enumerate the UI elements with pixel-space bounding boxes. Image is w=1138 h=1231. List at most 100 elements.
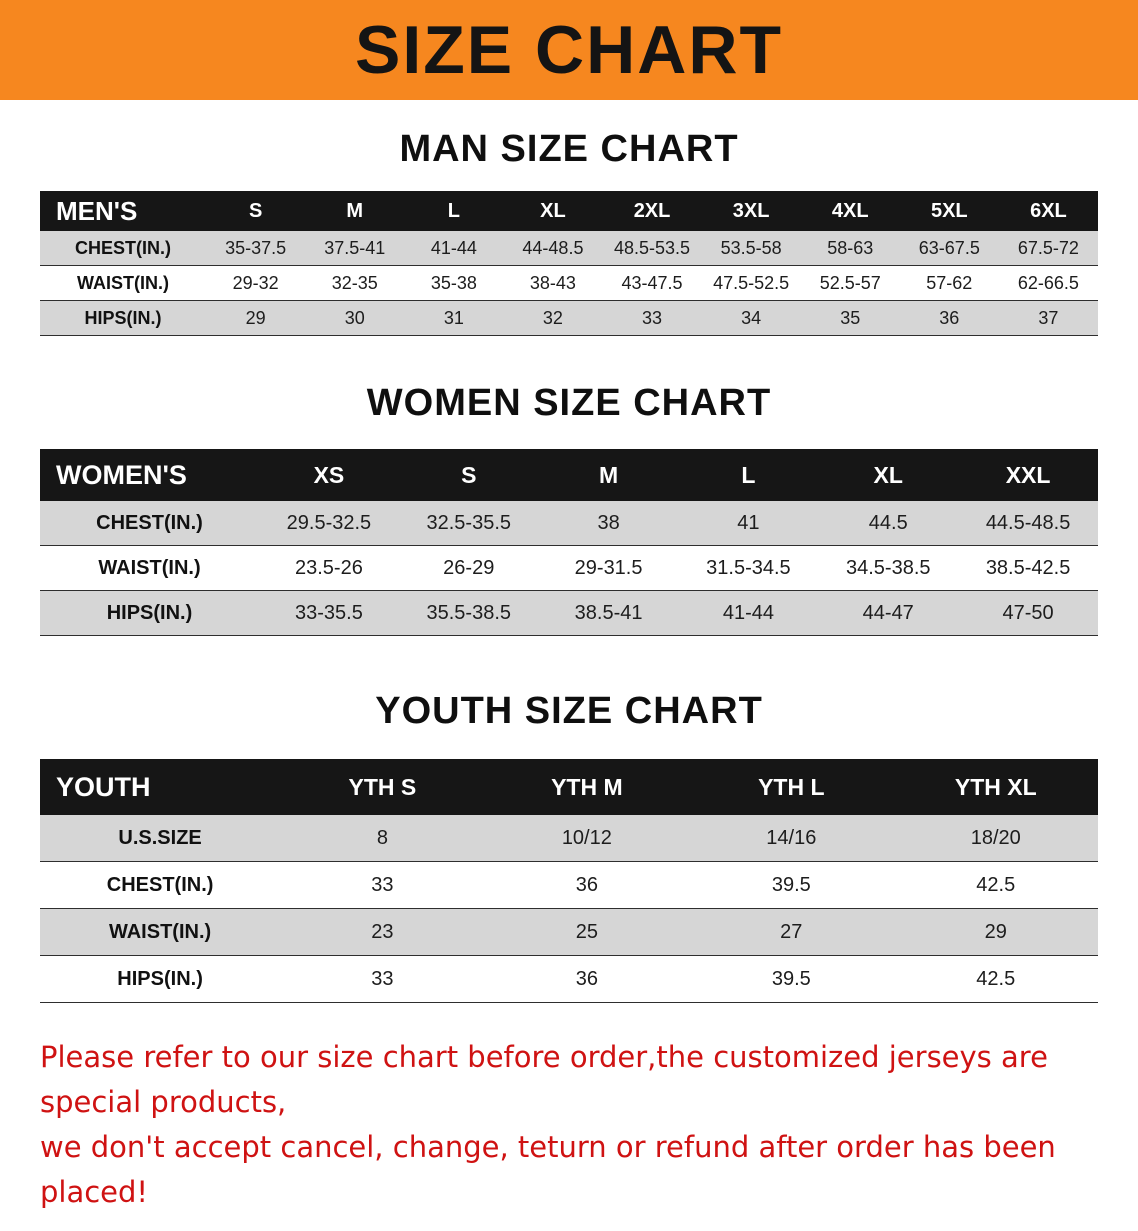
- measurement-row: WAIST(IN.) 23 25 27 29: [40, 908, 1098, 956]
- size-value: 36: [899, 300, 999, 336]
- size-value: 23.5-26: [259, 545, 399, 591]
- table-header-row: WOMEN'S XS S M L XL XXL: [40, 449, 1098, 501]
- measurement-label: WAIST(IN.): [40, 908, 281, 956]
- size-value: 18/20: [893, 815, 1098, 862]
- size-column-header: YTH XL: [893, 759, 1098, 815]
- youth-size-section: YOUTH SIZE CHART YOUTH YTH S YTH M YTH L YTH…: [0, 636, 1138, 1003]
- banner-title: SIZE CHART: [355, 12, 783, 88]
- measurement-label: CHEST(IN.): [40, 861, 281, 909]
- measurement-row: WAIST(IN.) 23.5-26 26-29 29-31.5 31.5-34.5 34…: [40, 545, 1098, 591]
- size-column-header: 5XL: [899, 191, 999, 231]
- men-size-table-container: MEN'S S M L XL 2XL 3XL 4XL 5XL 6XL CHEST(IN.) 35-37…: [40, 191, 1098, 336]
- measurement-row: HIPS(IN.) 33-35.5 35.5-38.5 38.5-41 41-44 44-…: [40, 590, 1098, 636]
- size-column-header: YTH L: [689, 759, 894, 815]
- size-column-header: 3XL: [701, 191, 801, 231]
- size-column-header: M: [538, 449, 679, 501]
- size-value: 23: [280, 908, 485, 956]
- size-column-header: M: [305, 191, 405, 231]
- size-column-header: L: [678, 449, 819, 501]
- size-column-header: YTH S: [280, 759, 485, 815]
- measurement-label: WAIST(IN.): [40, 265, 207, 301]
- size-value: 34: [701, 300, 801, 336]
- order-policy-note-line-1: Please refer to our size chart before or…: [40, 1040, 1048, 1119]
- size-value: 41-44: [678, 590, 819, 636]
- size-value: 48.5-53.5: [602, 231, 702, 266]
- size-value: 33: [602, 300, 702, 336]
- size-value: 32.5-35.5: [398, 501, 539, 546]
- size-value: 33: [280, 861, 485, 909]
- order-policy-note: Please refer to our size chart before or…: [40, 1035, 1098, 1215]
- size-column-header: YTH M: [484, 759, 690, 815]
- measurement-row: CHEST(IN.) 33 36 39.5 42.5: [40, 861, 1098, 909]
- women-size-section: WOMEN SIZE CHART WOMEN'S XS S M L XL XXL CHEST(…: [0, 336, 1138, 636]
- youth-section-heading: YOUTH SIZE CHART: [375, 690, 763, 732]
- size-value: 34.5-38.5: [818, 545, 959, 591]
- women-size-table-container: WOMEN'S XS S M L XL XXL CHEST(IN.) 29.5-32.5 32.5…: [40, 449, 1098, 636]
- size-value: 47-50: [958, 590, 1098, 636]
- size-value: 38-43: [503, 265, 603, 301]
- measurement-row: CHEST(IN.) 29.5-32.5 32.5-35.5 38 41 44.5 44.5…: [40, 501, 1098, 546]
- size-value: 41-44: [404, 231, 504, 266]
- size-value: 42.5: [893, 861, 1098, 909]
- size-value: 29-32: [206, 265, 306, 301]
- table-category-header: MEN'S: [40, 191, 207, 231]
- size-value: 39.5: [689, 955, 894, 1003]
- size-value: 36: [484, 955, 690, 1003]
- measurement-label: WAIST(IN.): [40, 545, 260, 591]
- size-value: 38: [538, 501, 679, 546]
- table-header-row: MEN'S S M L XL 2XL 3XL 4XL 5XL 6XL: [40, 191, 1098, 231]
- size-chart-banner: SIZE CHART: [0, 0, 1138, 100]
- size-table: MEN'S S M L XL 2XL 3XL 4XL 5XL 6XL CHEST(IN.) 35-37…: [40, 191, 1098, 336]
- measurement-row: U.S.SIZE 8 10/12 14/16 18/20: [40, 815, 1098, 862]
- measurement-label: CHEST(IN.): [40, 231, 207, 266]
- size-value: 29-31.5: [538, 545, 679, 591]
- size-value: 67.5-72: [998, 231, 1098, 266]
- size-value: 37.5-41: [305, 231, 405, 266]
- size-value: 57-62: [899, 265, 999, 301]
- size-value: 39.5: [689, 861, 894, 909]
- size-column-header: 6XL: [998, 191, 1098, 231]
- measurement-label: U.S.SIZE: [40, 815, 281, 862]
- size-value: 33-35.5: [259, 590, 399, 636]
- size-value: 29: [893, 908, 1098, 956]
- size-value: 44-48.5: [503, 231, 603, 266]
- size-column-header: XL: [818, 449, 959, 501]
- measurement-row: WAIST(IN.) 29-32 32-35 35-38 38-43 43-47.5 47.…: [40, 265, 1098, 301]
- size-value: 14/16: [689, 815, 894, 862]
- size-value: 44.5-48.5: [958, 501, 1098, 546]
- youth-size-table-container: YOUTH YTH S YTH M YTH L YTH XL U.S.SIZE 8 10/12…: [40, 759, 1098, 1003]
- size-value: 44.5: [818, 501, 959, 546]
- size-value: 44-47: [818, 590, 959, 636]
- size-column-header: S: [398, 449, 539, 501]
- men-size-section: MAN SIZE CHART MEN'S S M L XL 2XL 3XL 4XL 5XL 6XL…: [0, 100, 1138, 336]
- measurement-label: HIPS(IN.): [40, 955, 281, 1003]
- size-value: 33: [280, 955, 485, 1003]
- measurement-row: CHEST(IN.) 35-37.5 37.5-41 41-44 44-48.5 48.5…: [40, 231, 1098, 266]
- table-header-row: YOUTH YTH S YTH M YTH L YTH XL: [40, 759, 1098, 815]
- size-value: 32: [503, 300, 603, 336]
- size-column-header: XS: [259, 449, 399, 501]
- size-value: 25: [484, 908, 690, 956]
- size-value: 36: [484, 861, 690, 909]
- size-value: 29.5-32.5: [259, 501, 399, 546]
- size-table: WOMEN'S XS S M L XL XXL CHEST(IN.) 29.5-32.5 32.5…: [40, 449, 1098, 636]
- table-category-header: YOUTH: [40, 759, 281, 815]
- size-value: 42.5: [893, 955, 1098, 1003]
- size-table: YOUTH YTH S YTH M YTH L YTH XL U.S.SIZE 8 10/12…: [40, 759, 1098, 1003]
- measurement-label: HIPS(IN.): [40, 590, 260, 636]
- size-value: 38.5-42.5: [958, 545, 1098, 591]
- size-column-header: XXL: [958, 449, 1098, 501]
- men-section-heading: MAN SIZE CHART: [399, 128, 739, 170]
- size-value: 63-67.5: [899, 231, 999, 266]
- size-column-header: 2XL: [602, 191, 702, 231]
- measurement-label: CHEST(IN.): [40, 501, 260, 546]
- size-column-header: S: [206, 191, 306, 231]
- size-value: 8: [280, 815, 485, 862]
- size-value: 35: [800, 300, 900, 336]
- measurement-label: HIPS(IN.): [40, 300, 207, 336]
- size-value: 29: [206, 300, 306, 336]
- order-policy-note-line-2: we don't accept cancel, change, teturn o…: [40, 1129, 1056, 1209]
- size-value: 35-37.5: [206, 231, 306, 266]
- size-value: 38.5-41: [538, 590, 679, 636]
